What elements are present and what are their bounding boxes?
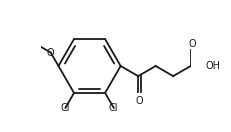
- Text: O: O: [47, 48, 54, 58]
- Text: Cl: Cl: [61, 103, 70, 113]
- Text: Cl: Cl: [108, 103, 118, 113]
- Text: OH: OH: [205, 61, 219, 71]
- Text: O: O: [188, 39, 195, 49]
- Text: O: O: [135, 96, 143, 106]
